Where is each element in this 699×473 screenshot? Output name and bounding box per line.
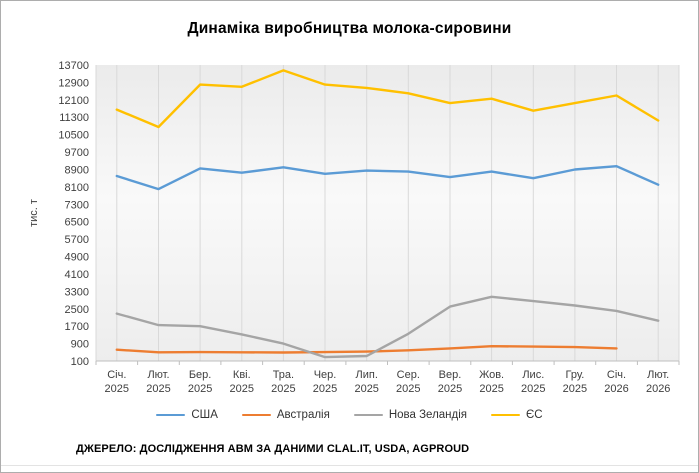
x-tick-label-year: 2025 (479, 383, 503, 395)
y-tick-label: 5700 (65, 234, 89, 246)
y-tick-label: 4100 (65, 269, 89, 281)
y-tick-label: 6500 (65, 217, 89, 229)
x-tick-label-month: Гру. (566, 369, 585, 381)
legend-label: США (191, 409, 218, 421)
x-tick-label-year: 2025 (105, 383, 129, 395)
y-tick-label: 13700 (58, 60, 89, 72)
x-tick-label-year: 2025 (521, 383, 545, 395)
legend-item-Австралія[interactable]: Австралія (241, 409, 330, 421)
y-tick-label: 12900 (58, 77, 89, 89)
legend-label: Нова Зеландія (388, 409, 468, 421)
legend-label: Австралія (276, 409, 330, 421)
x-tick-label-year: 2025 (313, 383, 337, 395)
legend-item-США[interactable]: США (156, 409, 218, 421)
y-tick-label: 900 (71, 339, 89, 351)
x-tick-label-year: 2025 (396, 383, 420, 395)
y-tick-label: 10500 (58, 130, 89, 142)
y-tick-label: 11300 (59, 112, 89, 124)
x-tick-label-year: 2025 (438, 383, 462, 395)
x-tick-label-month: Бер. (189, 369, 212, 381)
legend-line-sample (241, 413, 271, 417)
x-tick-label-year: 2025 (354, 383, 378, 395)
x-tick-label-month: Січ. (107, 369, 126, 381)
x-tick-label-year: 2025 (271, 383, 295, 395)
x-tick-label-month: Січ. (607, 369, 626, 381)
y-tick-label: 4900 (65, 252, 89, 264)
legend-item-Нова Зеландія[interactable]: Нова Зеландія (353, 409, 468, 421)
x-tick-label-year: 2026 (646, 383, 670, 395)
x-tick-label-month: Вер. (439, 369, 462, 381)
series-line-Австралія[interactable] (115, 345, 618, 354)
y-tick-label: 12100 (58, 95, 89, 107)
y-tick-label: 100 (71, 356, 89, 368)
x-tick-label-month: Лис. (522, 369, 544, 381)
x-tick-label-year: 2026 (604, 383, 628, 395)
plot-background (96, 65, 679, 361)
y-tick-label: 8900 (65, 165, 89, 177)
legend-label: ЄС (526, 409, 543, 421)
worksheet-gridline (1, 465, 698, 466)
legend-line-sample (353, 413, 383, 417)
x-tick-label-month: Кві. (233, 369, 251, 381)
x-tick-label-year: 2025 (188, 383, 212, 395)
y-tick-label: 8100 (65, 182, 89, 194)
legend-line-sample (491, 413, 521, 417)
x-tick-label-month: Лют. (147, 369, 169, 381)
x-tick-label-month: Сер. (397, 369, 420, 381)
legend: США Австралія Нова Зеландія ЄС (1, 409, 698, 421)
x-tick-label-month: Жов. (479, 369, 504, 381)
x-tick-label-year: 2025 (563, 383, 587, 395)
chart-title: Динаміка виробництва молока-сировини (187, 20, 512, 37)
series-line-Нова Зеландія[interactable] (115, 295, 660, 359)
y-tick-label: 2500 (65, 304, 89, 316)
series-line-США[interactable] (115, 164, 660, 191)
y-tick-label: 7300 (65, 199, 89, 211)
x-tick-label-month: Тра. (273, 369, 294, 381)
x-tick-label-year: 2025 (230, 383, 254, 395)
x-tick-label-year: 2025 (146, 383, 170, 395)
x-tick-label-month: Лют. (647, 369, 669, 381)
legend-line-sample (156, 413, 186, 417)
x-tick-label-month: Лип. (356, 369, 378, 381)
source-note: ДЖЕРЕЛО: ДОСЛІДЖЕННЯ АВМ ЗА ДАНИМИ CLAL.… (76, 443, 470, 455)
y-tick-label: 9700 (65, 147, 89, 159)
legend-item-ЄС[interactable]: ЄС (491, 409, 543, 421)
y-tick-label: 1700 (65, 321, 89, 333)
x-tick-label-month: Чер. (314, 369, 337, 381)
series-line-ЄС[interactable] (115, 69, 660, 129)
y-tick-label: 3300 (65, 286, 89, 298)
